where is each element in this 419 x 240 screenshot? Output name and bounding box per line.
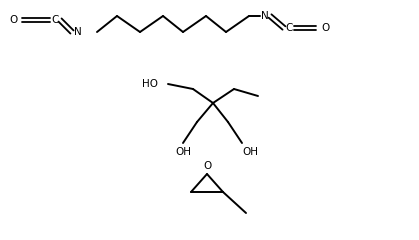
Text: N: N: [261, 11, 269, 21]
Text: OH: OH: [242, 147, 258, 157]
Text: O: O: [9, 15, 17, 25]
Text: O: O: [203, 161, 211, 171]
Text: OH: OH: [175, 147, 191, 157]
Text: O: O: [321, 23, 329, 33]
Text: C: C: [285, 23, 293, 33]
Text: C: C: [51, 15, 59, 25]
Text: HO: HO: [142, 79, 158, 89]
Text: N: N: [74, 27, 82, 37]
